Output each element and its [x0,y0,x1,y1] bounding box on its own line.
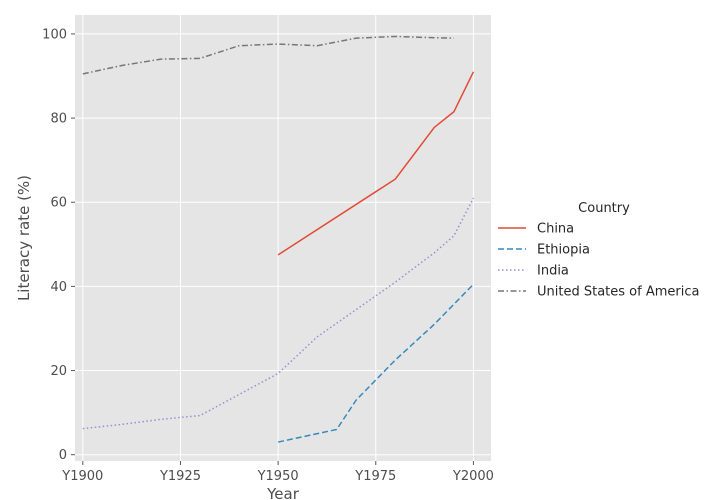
y-tick-label: 60 [50,196,67,211]
series-layer [82,35,475,443]
x-tick-label: Y1975 [354,469,396,484]
legend-label-ethiopia: Ethiopia [537,243,590,258]
plot-background [75,15,491,461]
x-axis-ticks: Y1900 Y1925 Y1950 Y1975 Y2000 [61,461,494,484]
x-tick-label: Y1950 [257,469,299,484]
x-tick-label: Y2000 [452,469,494,484]
series-line-ethiopia [277,283,474,443]
y-tick-label: 100 [42,27,67,42]
legend-title: Country [578,201,630,216]
series-line-india [82,197,475,430]
grid-lines [75,15,491,461]
y-tick-label: 20 [50,364,67,379]
legend-label-india: India [537,264,569,279]
y-axis-label: Literacy rate (%) [15,175,33,301]
legend: Country China Ethiopia India United States … [498,201,699,300]
legend-label-china: China [537,222,574,237]
x-tick-label: Y1900 [61,469,103,484]
series-line-china [277,71,475,256]
x-axis-label: Year [266,485,300,500]
y-tick-label: 0 [59,448,67,463]
x-tick-label: Y1925 [159,469,201,484]
series-line-united-states-of-america [82,35,454,75]
y-tick-label: 80 [50,112,67,127]
legend-label-united-states-of-america: United States of America [537,285,699,300]
y-tick-label: 40 [50,280,67,295]
y-axis-ticks: 0 20 40 60 80 100 [42,27,75,463]
